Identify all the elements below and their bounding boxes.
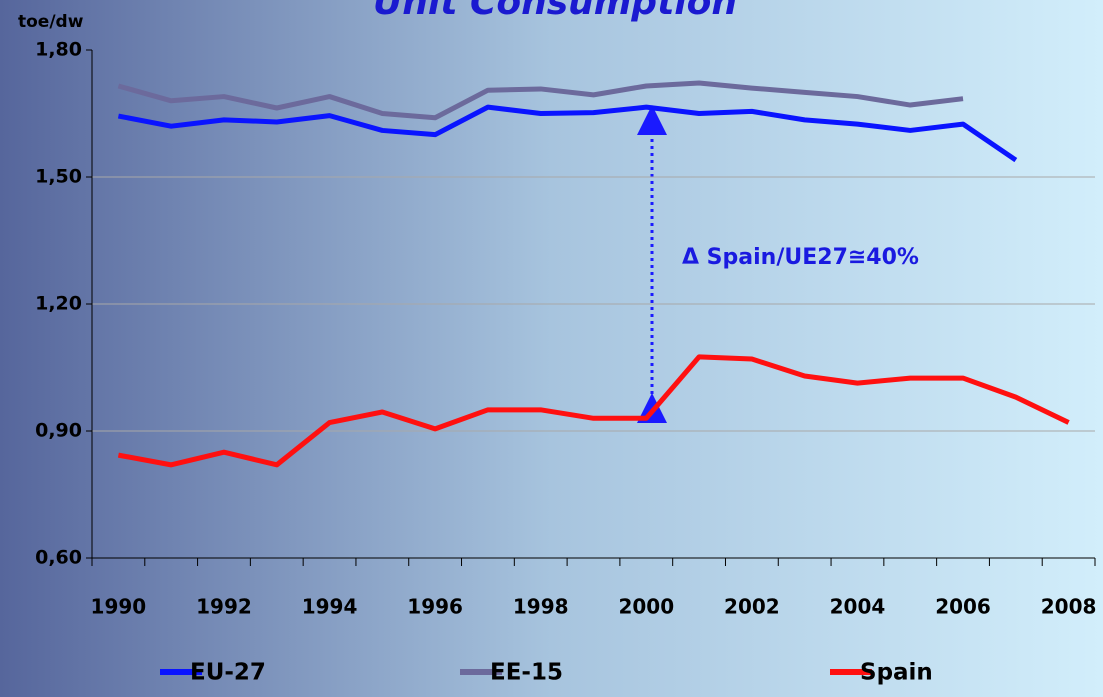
annotation: Δ Spain/UE27≅40% [682, 245, 919, 270]
series-line [117, 80, 964, 121]
x-tick-label: 1996 [407, 595, 463, 619]
x-tick-label: 2006 [935, 595, 991, 619]
legend-label: Spain [860, 660, 933, 686]
chart-title: Unit Consumption [373, 0, 737, 23]
legend-label: EU-27 [190, 660, 266, 686]
x-tick-label: 2000 [618, 595, 674, 619]
x-tick-label: 1998 [513, 595, 569, 619]
x-tick-label: 1992 [196, 595, 252, 619]
y-tick-label: 0,90 [35, 420, 82, 442]
x-tick-label: 2002 [724, 595, 780, 619]
y-tick-label: 1,20 [35, 293, 82, 315]
x-tick-label: 1990 [91, 595, 147, 619]
y-tick-label: 0,60 [35, 547, 82, 569]
legend-label: EE-15 [490, 660, 563, 686]
y-tick-label: 1,80 [35, 39, 82, 61]
x-tick-label: 2008 [1041, 595, 1097, 619]
y-tick-label: 1,50 [35, 166, 82, 188]
series-line [117, 354, 1070, 468]
x-tick-label: 2004 [830, 595, 886, 619]
x-tick-label: 1994 [302, 595, 358, 619]
y-axis-label: toe/dw [18, 12, 84, 32]
series-line [117, 104, 1018, 163]
